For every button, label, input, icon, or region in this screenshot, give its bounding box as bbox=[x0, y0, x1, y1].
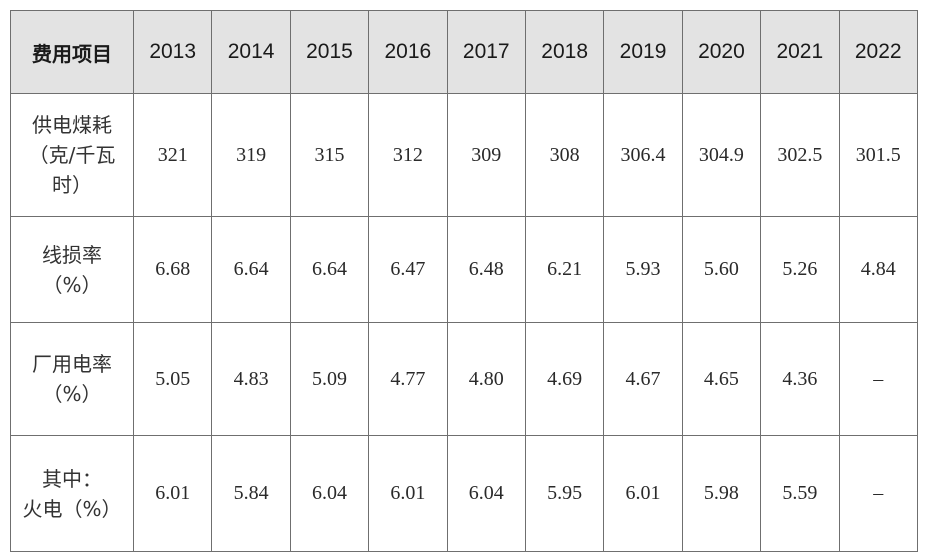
table-cell: 6.68 bbox=[132, 216, 213, 323]
table-cell: 308 bbox=[524, 93, 605, 217]
table-cell: 321 bbox=[132, 93, 213, 217]
table-cell: 5.84 bbox=[211, 435, 291, 552]
row-label-line: 其中： bbox=[42, 466, 102, 491]
row-label: 厂用电率 （%） bbox=[10, 322, 134, 436]
column-header-year: 2021 bbox=[760, 10, 840, 94]
table-cell: 315 bbox=[289, 93, 370, 217]
table-cell: 6.47 bbox=[368, 216, 448, 323]
column-header-year: 2018 bbox=[524, 10, 605, 94]
table-cell: 5.09 bbox=[289, 322, 370, 436]
row-label: 线损率 （%） bbox=[10, 216, 134, 323]
row-label: 供电煤耗 （克/千瓦 时） bbox=[10, 93, 134, 217]
header-row: 费用项目 2013 2014 2015 2016 2017 2018 2019 … bbox=[10, 10, 918, 94]
table-cell: 6.04 bbox=[289, 435, 370, 552]
table-cell: 4.77 bbox=[368, 322, 448, 436]
table-cell: 5.26 bbox=[760, 216, 840, 323]
column-header-item: 费用项目 bbox=[10, 10, 134, 94]
table-cell: 6.48 bbox=[446, 216, 526, 323]
column-header-year: 2015 bbox=[289, 10, 370, 94]
row-label-line: 供电煤耗 bbox=[32, 113, 112, 137]
row-label-line: （%） bbox=[42, 382, 102, 406]
table-row: 供电煤耗 （克/千瓦 时） 321 319 315 312 309 308 30… bbox=[10, 93, 918, 217]
row-label-line: （克/千瓦 bbox=[28, 143, 116, 167]
table-cell: 301.5 bbox=[838, 93, 918, 217]
table-cell: 306.4 bbox=[603, 93, 683, 217]
table-cell: 6.01 bbox=[132, 435, 213, 552]
row-label-line: 线损率 bbox=[42, 242, 102, 267]
row-label-line: （%） bbox=[42, 272, 102, 297]
column-header-year: 2016 bbox=[368, 10, 448, 94]
column-header-year: 2014 bbox=[211, 10, 291, 94]
table-cell: 5.95 bbox=[524, 435, 605, 552]
table-cell: 4.80 bbox=[446, 322, 526, 436]
table-cell: 4.83 bbox=[211, 322, 291, 436]
table-cell: 312 bbox=[368, 93, 448, 217]
table-cell: 5.98 bbox=[681, 435, 762, 552]
row-label-line: 时） bbox=[52, 173, 92, 197]
table-cell: 6.04 bbox=[446, 435, 526, 552]
table-cell: 5.93 bbox=[603, 216, 683, 323]
table-cell: – bbox=[838, 435, 918, 552]
table-cell: 6.64 bbox=[211, 216, 291, 323]
table-cell: 4.65 bbox=[681, 322, 762, 436]
column-header-year: 2013 bbox=[132, 10, 213, 94]
data-table: 费用项目 2013 2014 2015 2016 2017 2018 2019 … bbox=[10, 10, 918, 552]
table-cell: 6.01 bbox=[368, 435, 448, 552]
table-row: 其中： 火电（%） 6.01 5.84 6.04 6.01 6.04 5.95 … bbox=[10, 435, 918, 552]
table-cell: 302.5 bbox=[760, 93, 840, 217]
table-cell: 6.21 bbox=[524, 216, 605, 323]
row-label-line: 火电（%） bbox=[22, 496, 122, 521]
table-cell: 4.67 bbox=[603, 322, 683, 436]
table-cell: 309 bbox=[446, 93, 526, 217]
column-header-year: 2022 bbox=[838, 10, 918, 94]
column-header-year: 2020 bbox=[681, 10, 762, 94]
row-label: 其中： 火电（%） bbox=[10, 435, 134, 552]
table-row: 厂用电率 （%） 5.05 4.83 5.09 4.77 4.80 4.69 4… bbox=[10, 322, 918, 436]
table-cell: 304.9 bbox=[681, 93, 762, 217]
table-cell: 4.36 bbox=[760, 322, 840, 436]
table-cell: 4.69 bbox=[524, 322, 605, 436]
table-row: 线损率 （%） 6.68 6.64 6.64 6.47 6.48 6.21 5.… bbox=[10, 216, 918, 323]
table-cell: 5.05 bbox=[132, 322, 213, 436]
table-cell: 6.01 bbox=[603, 435, 683, 552]
column-header-year: 2017 bbox=[446, 10, 526, 94]
table-cell: 6.64 bbox=[289, 216, 370, 323]
row-label-line: 厂用电率 bbox=[32, 352, 112, 376]
table-cell: 5.59 bbox=[760, 435, 840, 552]
table-cell: 319 bbox=[211, 93, 291, 217]
table-cell: – bbox=[838, 322, 918, 436]
table-cell: 5.60 bbox=[681, 216, 762, 323]
column-header-year: 2019 bbox=[603, 10, 683, 94]
table-cell: 4.84 bbox=[838, 216, 918, 323]
